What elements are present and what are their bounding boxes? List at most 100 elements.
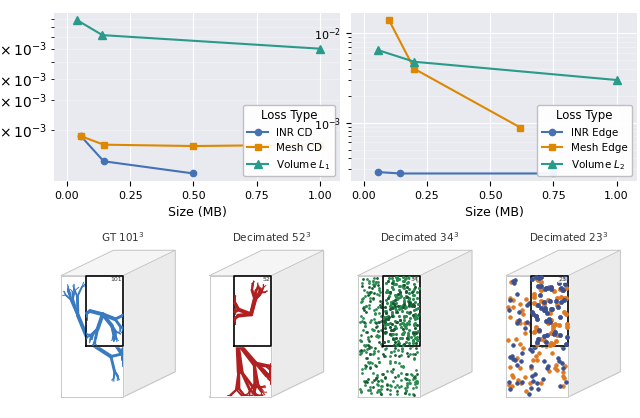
Point: [412, 305, 422, 312]
Point: [561, 311, 571, 318]
Point: [381, 309, 391, 316]
Point: [404, 351, 415, 357]
Point: [556, 293, 566, 300]
Point: [385, 280, 396, 286]
Point: [371, 320, 381, 326]
Point: [562, 320, 572, 327]
INR CD: [77, 134, 84, 139]
Point: [373, 304, 383, 311]
Point: [553, 303, 563, 310]
Point: [413, 312, 424, 319]
Point: [365, 298, 376, 305]
Point: [552, 279, 563, 286]
Point: [552, 294, 562, 301]
Point: [402, 382, 412, 389]
Point: [505, 314, 515, 321]
Point: [388, 365, 398, 372]
Point: [392, 309, 402, 316]
Point: [412, 295, 422, 302]
INR CD: [189, 171, 197, 176]
Point: [396, 280, 406, 286]
Point: [385, 303, 396, 309]
Point: [391, 330, 401, 337]
Point: [531, 274, 541, 280]
Point: [548, 311, 558, 317]
Point: [550, 329, 561, 335]
Point: [538, 357, 548, 364]
Point: [373, 328, 383, 334]
Point: [408, 285, 419, 292]
Point: [555, 314, 565, 321]
Point: [381, 367, 392, 374]
Point: [389, 318, 399, 324]
Point: [381, 382, 392, 389]
Point: [409, 331, 419, 338]
Point: [359, 286, 369, 293]
Point: [390, 293, 400, 300]
Point: [355, 336, 365, 343]
Point: [411, 378, 421, 385]
Point: [387, 305, 397, 311]
Polygon shape: [506, 275, 568, 397]
Point: [542, 365, 552, 372]
Point: [385, 331, 395, 337]
Point: [408, 337, 418, 344]
Polygon shape: [123, 250, 175, 397]
Point: [514, 316, 524, 323]
Point: [365, 350, 375, 357]
Point: [364, 279, 374, 286]
Point: [410, 299, 420, 306]
Point: [394, 283, 404, 290]
Point: [536, 279, 547, 286]
Point: [367, 359, 377, 366]
Point: [412, 334, 422, 341]
Point: [392, 337, 403, 344]
Point: [384, 275, 394, 281]
Point: [398, 339, 408, 345]
Point: [560, 362, 570, 369]
Point: [374, 285, 385, 292]
Point: [542, 331, 552, 338]
Point: [408, 336, 418, 343]
Point: [409, 301, 419, 308]
Point: [403, 298, 413, 304]
Point: [392, 301, 402, 308]
Point: [387, 369, 397, 375]
Point: [550, 300, 560, 307]
Point: [558, 344, 568, 351]
Point: [362, 336, 372, 343]
Point: [386, 299, 396, 306]
Point: [411, 340, 421, 347]
Point: [401, 331, 412, 337]
Point: [383, 316, 393, 323]
Point: [372, 323, 382, 330]
Point: [403, 290, 413, 297]
Point: [554, 383, 564, 390]
Point: [540, 305, 550, 311]
Point: [399, 329, 410, 335]
Point: [385, 316, 396, 323]
Point: [376, 390, 387, 397]
Point: [404, 296, 414, 302]
Point: [401, 304, 412, 311]
Point: [526, 364, 536, 371]
Point: [508, 278, 518, 285]
Point: [529, 293, 540, 300]
Point: [509, 277, 520, 283]
Point: [383, 305, 393, 312]
Point: [524, 300, 534, 307]
Point: [380, 307, 390, 314]
Point: [378, 339, 388, 345]
Point: [374, 387, 385, 393]
Point: [409, 354, 419, 361]
Point: [508, 304, 518, 311]
Point: [380, 297, 390, 303]
Point: [394, 383, 404, 390]
Point: [404, 294, 414, 301]
Point: [381, 314, 392, 320]
Point: [382, 385, 392, 392]
Legend: INR Edge, Mesh Edge, Volume $L_2$: INR Edge, Mesh Edge, Volume $L_2$: [538, 105, 632, 176]
Point: [536, 274, 546, 280]
Point: [361, 354, 371, 361]
Point: [527, 275, 537, 282]
